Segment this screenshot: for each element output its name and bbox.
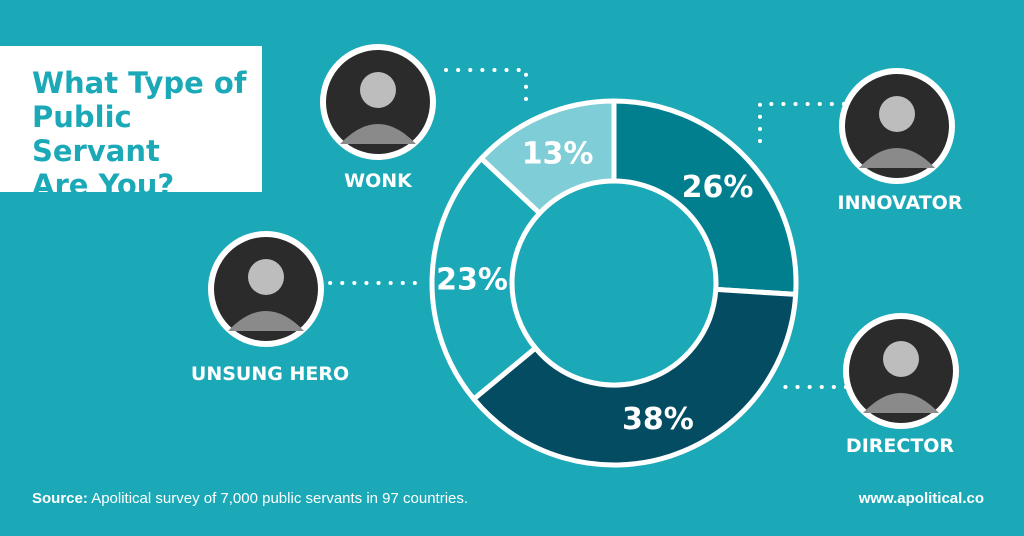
title-line-2: Public Servant [32, 100, 160, 168]
category-label: UNSUNG HERO [191, 363, 349, 385]
connector-line [758, 102, 846, 148]
chart-title: What Type of Public Servant Are You? [0, 46, 262, 202]
slice-innovator [611, 98, 799, 297]
slice-unsung-hero [429, 155, 543, 402]
title-line-3: Are You? [32, 168, 175, 202]
footer-website[interactable]: www.apolitical.co [858, 490, 984, 507]
slice-value-label: 38% [622, 402, 694, 437]
desk-worker-portrait [208, 231, 324, 347]
category-label: DIRECTOR [846, 435, 955, 457]
title-line-1: What Type of [32, 66, 247, 100]
slice-director [471, 286, 799, 468]
slice-value-label: 26% [682, 170, 754, 205]
slice-value-label: 23% [436, 263, 508, 298]
title-box: What Type of Public Servant Are You? [0, 46, 262, 202]
source-text: Apolitical survey of 7,000 public servan… [87, 490, 469, 507]
slice-wonk [478, 98, 617, 216]
slice-value-label: 13% [522, 137, 594, 172]
connector-line [444, 68, 528, 112]
source-label: Source: [32, 490, 88, 507]
category-label: INNOVATOR [838, 192, 963, 214]
einstein-portrait [320, 44, 436, 160]
footer-source: Source: Apolitical survey of 7,000 publi… [32, 490, 468, 507]
category-label: WONK [344, 170, 413, 192]
director-portrait [843, 313, 959, 429]
steve-jobs-portrait [839, 68, 955, 184]
